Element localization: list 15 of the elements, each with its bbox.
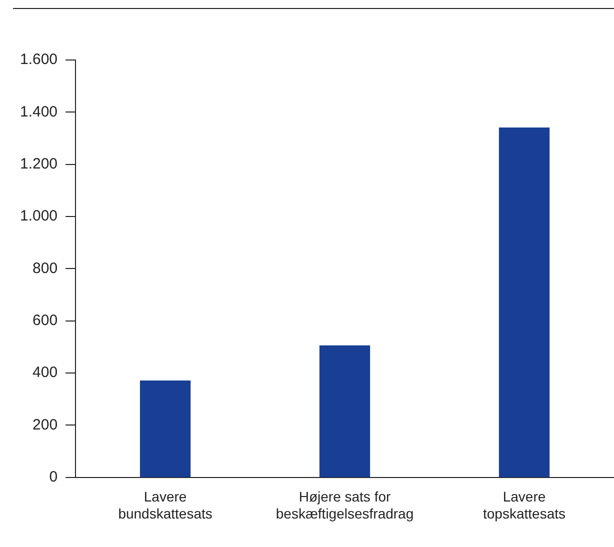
y-tick-label: 1.600 [20,51,58,68]
y-tick-label: 800 [32,260,58,277]
bar [319,345,370,478]
bar [498,128,550,478]
y-tick-label: 1.000 [20,208,58,225]
y-tick-label: 1.400 [20,103,58,120]
y-tick-label: 1.200 [20,155,58,172]
x-tick-label: Lavere bundskattesats [118,488,212,522]
y-tick-label: 200 [32,416,58,434]
bar [140,380,191,478]
y-tick-label: 600 [32,312,58,330]
y-tick-label: 400 [32,364,58,382]
x-tick-label: Lavere topskattesats [483,488,566,522]
x-tick-label: Højere sats for beskæftigelsesfradrag [276,488,414,522]
y-tick-label: 0 [49,468,58,486]
